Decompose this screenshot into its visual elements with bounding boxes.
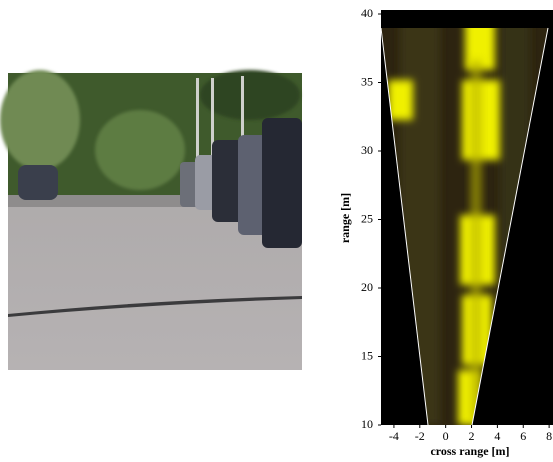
y-tick-label: 35 bbox=[361, 74, 373, 88]
x-tick-label: 6 bbox=[520, 429, 526, 443]
y-tick-label: 25 bbox=[361, 211, 373, 225]
radar-image bbox=[381, 10, 553, 425]
y-tick-label: 40 bbox=[361, 6, 373, 20]
figure: cross range [m] range [m] 10152025303540… bbox=[0, 0, 553, 462]
y-tick-label: 15 bbox=[361, 348, 373, 362]
y-tick-label: 20 bbox=[361, 280, 373, 294]
x-tick-label: 0 bbox=[443, 429, 449, 443]
y-tick-label: 30 bbox=[361, 143, 373, 157]
x-tick-label: -4 bbox=[389, 429, 399, 443]
x-tick-label: -2 bbox=[415, 429, 425, 443]
x-tick-label: 8 bbox=[546, 429, 552, 443]
y-tick-label: 10 bbox=[361, 417, 373, 431]
photo bbox=[0, 70, 302, 370]
y-axis-label: range [m] bbox=[338, 193, 352, 243]
x-axis-label: cross range [m] bbox=[430, 444, 509, 458]
x-tick-label: 2 bbox=[469, 429, 475, 443]
x-tick-label: 4 bbox=[494, 429, 500, 443]
